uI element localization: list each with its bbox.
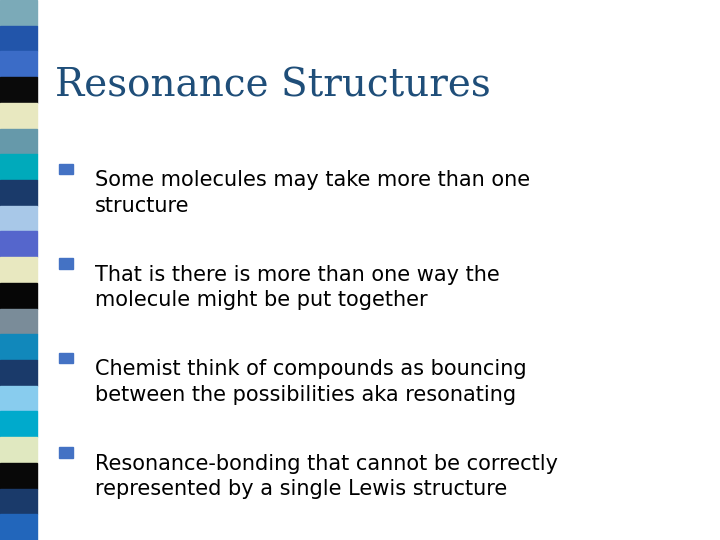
Text: Some molecules may take more than one
structure: Some molecules may take more than one st… [95,170,530,215]
Text: Resonance Structures: Resonance Structures [55,68,491,105]
Bar [59,353,73,363]
Bar [0,103,37,129]
Text: Chemist think of compounds as bouncing
between the possibilities aka resonating: Chemist think of compounds as bouncing b… [95,359,526,404]
Bar [0,489,37,514]
Bar [0,257,37,283]
Bar [0,308,37,334]
Bar [0,463,37,489]
Bar [0,437,37,463]
Bar [0,206,37,232]
Bar [0,77,37,103]
Bar [0,334,37,360]
Bar [0,232,37,257]
Bar [0,360,37,386]
Bar [0,0,37,26]
Bar [59,258,73,269]
Bar [0,26,37,51]
Bar [0,129,37,154]
Bar [0,180,37,206]
Bar [0,386,37,411]
Bar [0,411,37,437]
Bar [0,154,37,180]
Bar [0,514,37,540]
Bar [59,447,73,458]
Bar [59,164,73,174]
Bar [0,283,37,308]
Text: Resonance-bonding that cannot be correctly
represented by a single Lewis structu: Resonance-bonding that cannot be correct… [95,454,558,499]
Bar [0,51,37,77]
Text: That is there is more than one way the
molecule might be put together: That is there is more than one way the m… [95,265,500,310]
